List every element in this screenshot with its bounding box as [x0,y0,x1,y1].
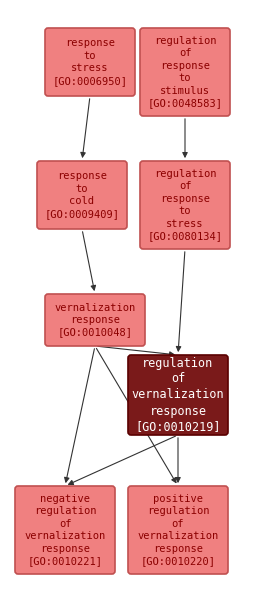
Text: regulation
of
response
to
stress
[GO:0080134]: regulation of response to stress [GO:008… [148,169,223,241]
FancyBboxPatch shape [128,355,228,435]
FancyBboxPatch shape [45,294,145,346]
Text: regulation
of
response
to
stimulus
[GO:0048583]: regulation of response to stimulus [GO:0… [148,36,223,108]
FancyBboxPatch shape [15,486,115,574]
FancyBboxPatch shape [45,28,135,96]
Text: response
to
cold
[GO:0009409]: response to cold [GO:0009409] [44,172,119,218]
Text: vernalization
response
[GO:0010048]: vernalization response [GO:0010048] [54,302,136,337]
Text: regulation
of
vernalization
response
[GO:0010219]: regulation of vernalization response [GO… [132,356,224,433]
Text: response
to
stress
[GO:0006950]: response to stress [GO:0006950] [53,38,128,86]
FancyBboxPatch shape [140,28,230,116]
Text: negative
regulation
of
vernalization
response
[GO:0010221]: negative regulation of vernalization res… [24,494,106,566]
FancyBboxPatch shape [128,486,228,574]
FancyBboxPatch shape [140,161,230,249]
Text: positive
regulation
of
vernalization
response
[GO:0010220]: positive regulation of vernalization res… [137,494,219,566]
FancyBboxPatch shape [37,161,127,229]
